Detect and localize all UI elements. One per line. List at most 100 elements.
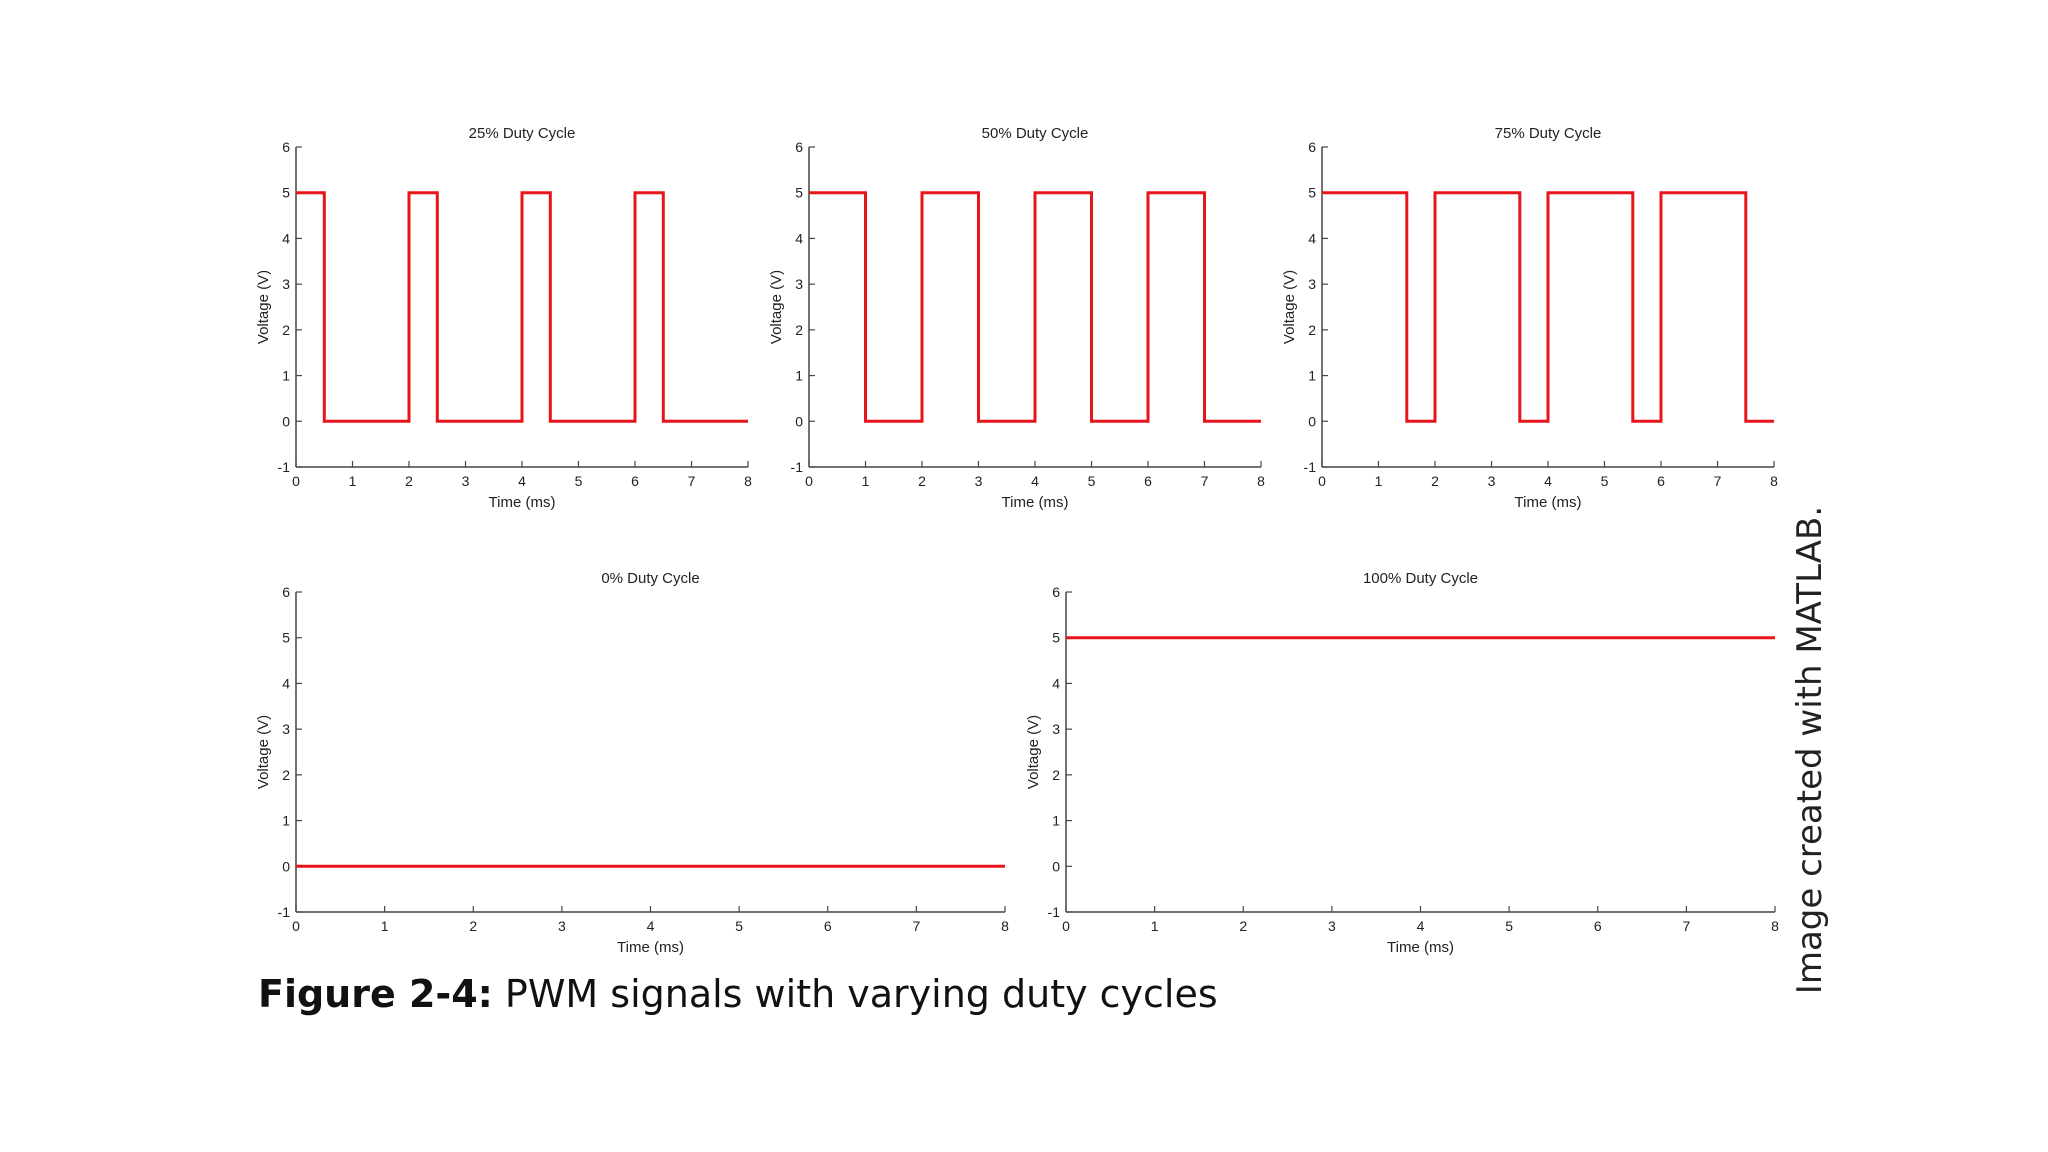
y-axis-label: Voltage (V): [255, 270, 272, 344]
signal-line-1: [296, 191, 748, 423]
y-tick-label: 0: [795, 413, 803, 429]
x-tick-label: 7: [1201, 473, 1209, 489]
y-tick-label: -1: [1048, 904, 1061, 920]
y-tick-label: 6: [1308, 139, 1316, 155]
x-tick-label: 8: [1770, 473, 1778, 489]
x-tick-label: 5: [1088, 473, 1096, 489]
y-tick-label: 3: [282, 721, 290, 737]
x-tick-label: 2: [918, 473, 926, 489]
y-tick-label: 3: [1052, 721, 1060, 737]
image-credit-text: Image created with MATLAB.: [1790, 505, 1830, 995]
x-tick-label: 5: [575, 473, 583, 489]
y-axis-label: Voltage (V): [255, 715, 272, 789]
x-tick-label: 3: [558, 918, 566, 934]
y-tick-label: 0: [1052, 858, 1060, 874]
x-tick-label: 6: [1144, 473, 1152, 489]
y-tick-label: 1: [282, 813, 290, 829]
x-tick-label: 2: [1239, 918, 1247, 934]
x-tick-label: 8: [1257, 473, 1265, 489]
x-tick-label: 5: [1505, 918, 1513, 934]
y-tick-label: 4: [1052, 675, 1060, 691]
chart-title: 25% Duty Cycle: [469, 125, 576, 142]
y-tick-label: 3: [282, 276, 290, 292]
y-tick-label: 6: [795, 139, 803, 155]
x-tick-label: 7: [1714, 473, 1722, 489]
x-tick-label: 7: [688, 473, 696, 489]
y-tick-label: -1: [278, 459, 291, 475]
x-tick-label: 0: [292, 918, 300, 934]
y-tick-label: 5: [795, 185, 803, 201]
y-tick-label: 5: [1308, 185, 1316, 201]
y-tick-label: 1: [1308, 368, 1316, 384]
chart-title: 50% Duty Cycle: [982, 125, 1089, 142]
x-tick-label: 2: [1431, 473, 1439, 489]
y-tick-label: 2: [1052, 767, 1060, 783]
y-tick-label: 0: [282, 413, 290, 429]
x-axis-label: Time (ms): [489, 494, 556, 511]
x-tick-label: 5: [735, 918, 743, 934]
chart-title: 0% Duty Cycle: [601, 570, 699, 587]
x-tick-label: 6: [631, 473, 639, 489]
y-tick-label: 3: [1308, 276, 1316, 292]
x-tick-label: 8: [744, 473, 752, 489]
x-tick-label: 4: [518, 473, 526, 489]
y-tick-label: 4: [282, 675, 290, 691]
y-tick-label: 4: [1308, 230, 1316, 246]
y-tick-label: 1: [795, 368, 803, 384]
x-tick-label: 0: [292, 473, 300, 489]
y-axis-label: Voltage (V): [1025, 715, 1042, 789]
y-tick-label: 2: [282, 767, 290, 783]
y-tick-label: 2: [1308, 322, 1316, 338]
y-tick-label: -1: [791, 459, 804, 475]
x-tick-label: 4: [1544, 473, 1552, 489]
y-tick-label: 6: [1052, 584, 1060, 600]
x-tick-label: 8: [1771, 918, 1779, 934]
x-tick-label: 2: [469, 918, 477, 934]
x-tick-label: 0: [805, 473, 813, 489]
x-tick-label: 0: [1062, 918, 1070, 934]
x-tick-label: 6: [824, 918, 832, 934]
y-axis-label: Voltage (V): [768, 270, 785, 344]
figure-caption-label: Figure 2-4:: [258, 972, 493, 1016]
x-tick-label: 1: [1375, 473, 1383, 489]
y-tick-label: 0: [282, 858, 290, 874]
x-tick-label: 6: [1657, 473, 1665, 489]
x-tick-label: 4: [1031, 473, 1039, 489]
y-tick-label: -1: [278, 904, 291, 920]
x-axis-label: Time (ms): [1002, 494, 1069, 511]
y-tick-label: 4: [282, 230, 290, 246]
x-tick-label: 3: [1488, 473, 1496, 489]
x-tick-label: 8: [1001, 918, 1009, 934]
y-tick-label: 1: [1052, 813, 1060, 829]
x-tick-label: 7: [912, 918, 920, 934]
x-tick-label: 4: [1417, 918, 1425, 934]
y-tick-label: 2: [282, 322, 290, 338]
x-tick-label: 1: [1151, 918, 1159, 934]
y-tick-label: -1: [1304, 459, 1317, 475]
x-tick-label: 5: [1601, 473, 1609, 489]
y-tick-label: 5: [282, 185, 290, 201]
x-tick-label: 6: [1594, 918, 1602, 934]
x-tick-label: 3: [462, 473, 470, 489]
signal-line-1: [1322, 191, 1774, 423]
signal-line-1: [809, 191, 1261, 423]
y-tick-label: 4: [795, 230, 803, 246]
y-tick-label: 6: [282, 584, 290, 600]
x-axis-label: Time (ms): [1387, 939, 1454, 956]
x-tick-label: 1: [381, 918, 389, 934]
x-tick-label: 1: [349, 473, 357, 489]
y-tick-label: 5: [1052, 630, 1060, 646]
x-tick-label: 0: [1318, 473, 1326, 489]
y-tick-label: 6: [282, 139, 290, 155]
x-tick-label: 2: [405, 473, 413, 489]
chart-title: 75% Duty Cycle: [1495, 125, 1602, 142]
y-tick-label: 5: [282, 630, 290, 646]
x-axis-label: Time (ms): [617, 939, 684, 956]
y-axis-label: Voltage (V): [1281, 270, 1298, 344]
